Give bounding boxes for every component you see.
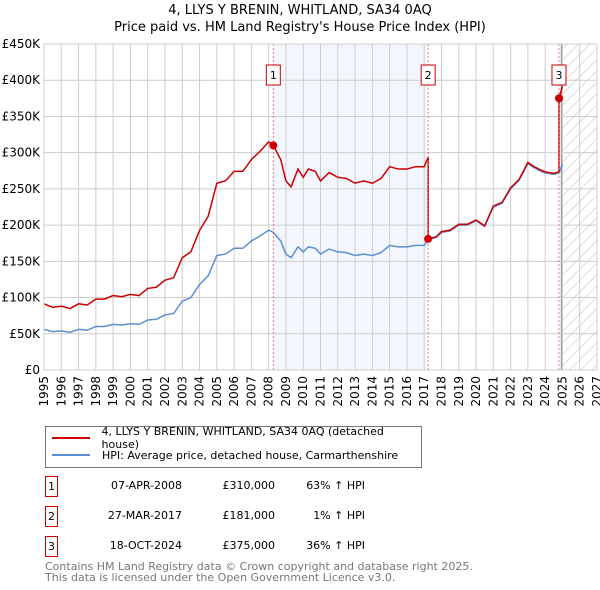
x-tick-label: 2009 (279, 376, 293, 407)
sale-hpi-diff: 36% ↑ HPI (306, 539, 365, 552)
sale-point (269, 141, 278, 150)
legend-red-line (52, 437, 90, 439)
sale-row: 3 18-OCT-2024 £375,000 36% ↑ HPI (45, 536, 445, 558)
sale-number: 1 (45, 476, 58, 497)
x-tick-label: 1997 (72, 376, 86, 407)
y-tick-label: £100K (2, 291, 42, 305)
sale-date: 07-APR-2008 (110, 479, 182, 492)
footer: Contains HM Land Registry data © Crown c… (45, 561, 473, 583)
sale-label-box (551, 64, 567, 86)
x-tick-label: 2014 (365, 376, 379, 407)
y-tick-label: £300K (2, 146, 42, 160)
x-tick-label: 2018 (434, 376, 448, 407)
sale-point (554, 94, 563, 103)
x-tick-label: 1996 (54, 376, 68, 407)
sale-price: £375,000 (222, 539, 276, 552)
y-tick-label: £0 (25, 363, 40, 377)
y-tick-label: £250K (2, 182, 42, 196)
sale-point (424, 234, 433, 243)
x-tick-label: 2006 (227, 376, 241, 407)
x-tick-label: 1999 (106, 376, 120, 407)
sale-number: 3 (45, 536, 58, 557)
x-tick-label: 2001 (141, 376, 155, 407)
x-tick-label: 2021 (486, 376, 500, 407)
chart-title: 4, LLYS Y BRENIN, WHITLAND, SA34 0AQ (168, 3, 432, 18)
sale-label-box (265, 64, 281, 86)
x-tick-label: 2025 (555, 376, 569, 407)
x-tick-label: 2013 (348, 376, 362, 407)
x-tick-label: 2004 (193, 376, 207, 407)
plot-frame (43, 43, 598, 371)
x-tick-label: 2002 (158, 376, 172, 407)
sale-number: 2 (45, 506, 58, 527)
x-tick-label: 2023 (521, 376, 535, 407)
y-tick-label: £50K (9, 327, 41, 341)
chart-subtitle: Price paid vs. HM Land Registry's House … (114, 20, 486, 35)
x-tick-label: 2005 (210, 376, 224, 407)
price-line (43, 86, 564, 310)
sale-label: 1 (270, 69, 277, 82)
x-tick-label: 2027 (590, 376, 600, 407)
x-tick-label: 2022 (504, 376, 518, 407)
legend-price-label: 4, LLYS Y BRENIN, WHITLAND, SA34 0AQ (de… (101, 425, 384, 451)
y-tick-label: £200K (2, 218, 42, 232)
sale-label-box (420, 64, 436, 86)
legend: 4, LLYS Y BRENIN, WHITLAND, SA34 0AQ (de… (45, 425, 422, 468)
legend-hpi-label: HPI: Average price, detached house, Carm… (102, 448, 399, 462)
x-tick-label: 2011 (314, 376, 328, 407)
y-tick-label: £450K (2, 37, 42, 51)
x-tick-label: 2016 (400, 376, 414, 407)
x-tick-label: 2017 (417, 376, 431, 407)
sale-label: 2 (425, 69, 432, 82)
x-tick-label: 2026 (573, 376, 587, 407)
sale-hpi-diff: 63% ↑ HPI (306, 479, 365, 492)
footer-line: This data is licensed under the Open Gov… (45, 571, 396, 584)
sale-price: £310,000 (222, 479, 276, 492)
x-tick-label: 2007 (244, 376, 258, 407)
x-tick-label: 2010 (296, 376, 310, 407)
footer-line: Contains HM Land Registry data © Crown c… (45, 560, 473, 573)
sale-date: 27-MAR-2017 (107, 509, 182, 522)
y-tick-label: £150K (2, 254, 42, 268)
x-tick-label: 2008 (262, 376, 276, 407)
x-tick-label: 2003 (175, 376, 189, 407)
price-chart: 1995 1996 1997 1998 1999 2000 2001 2002 2003 2004… (2, 37, 600, 407)
x-tick-label: 2000 (123, 376, 137, 407)
y-tick-label: £400K (2, 73, 42, 87)
x-tick-label: 2024 (538, 376, 552, 407)
x-tick-label: 2015 (383, 376, 397, 407)
x-tick-label: 1995 (37, 376, 51, 407)
sale-price: £181,000 (222, 509, 276, 522)
x-tick-label: 2020 (469, 376, 483, 407)
x-tick-label: 1998 (89, 376, 103, 407)
x-tick-label: 2012 (331, 376, 345, 407)
legend-blue-line (52, 454, 90, 456)
sale-hpi-diff: 1% ↑ HPI (313, 509, 365, 522)
sale-label: 3 (555, 69, 562, 82)
y-tick-label: £350K (2, 109, 42, 123)
sale-date: 18-OCT-2024 (109, 539, 182, 552)
sale-row: 1 07-APR-2008 £310,000 63% ↑ HPI (45, 476, 445, 498)
sale-row: 2 27-MAR-2017 £181,000 1% ↑ HPI (45, 506, 445, 528)
shaded-period (273, 44, 429, 370)
x-tick-label: 2019 (452, 376, 466, 407)
